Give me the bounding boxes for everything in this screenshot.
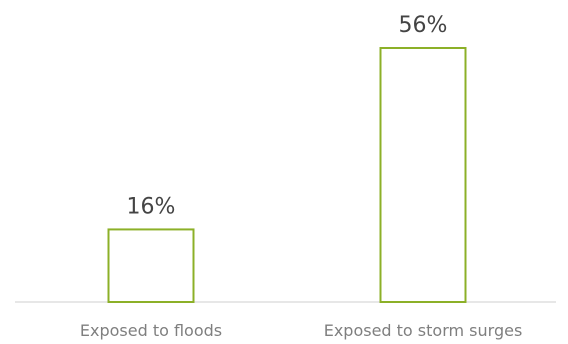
bar-0 — [107, 228, 195, 303]
category-label-1: Exposed to storm surges — [324, 321, 523, 340]
bars-group — [107, 47, 467, 303]
data-label-1: 56% — [399, 13, 448, 38]
category-label-0: Exposed to floods — [80, 321, 222, 340]
category-labels-group: Exposed to floods Exposed to storm surges — [80, 321, 522, 340]
data-label-0: 16% — [127, 194, 176, 219]
bar-1 — [379, 47, 467, 303]
data-labels-group: 16% 56% — [127, 13, 448, 219]
